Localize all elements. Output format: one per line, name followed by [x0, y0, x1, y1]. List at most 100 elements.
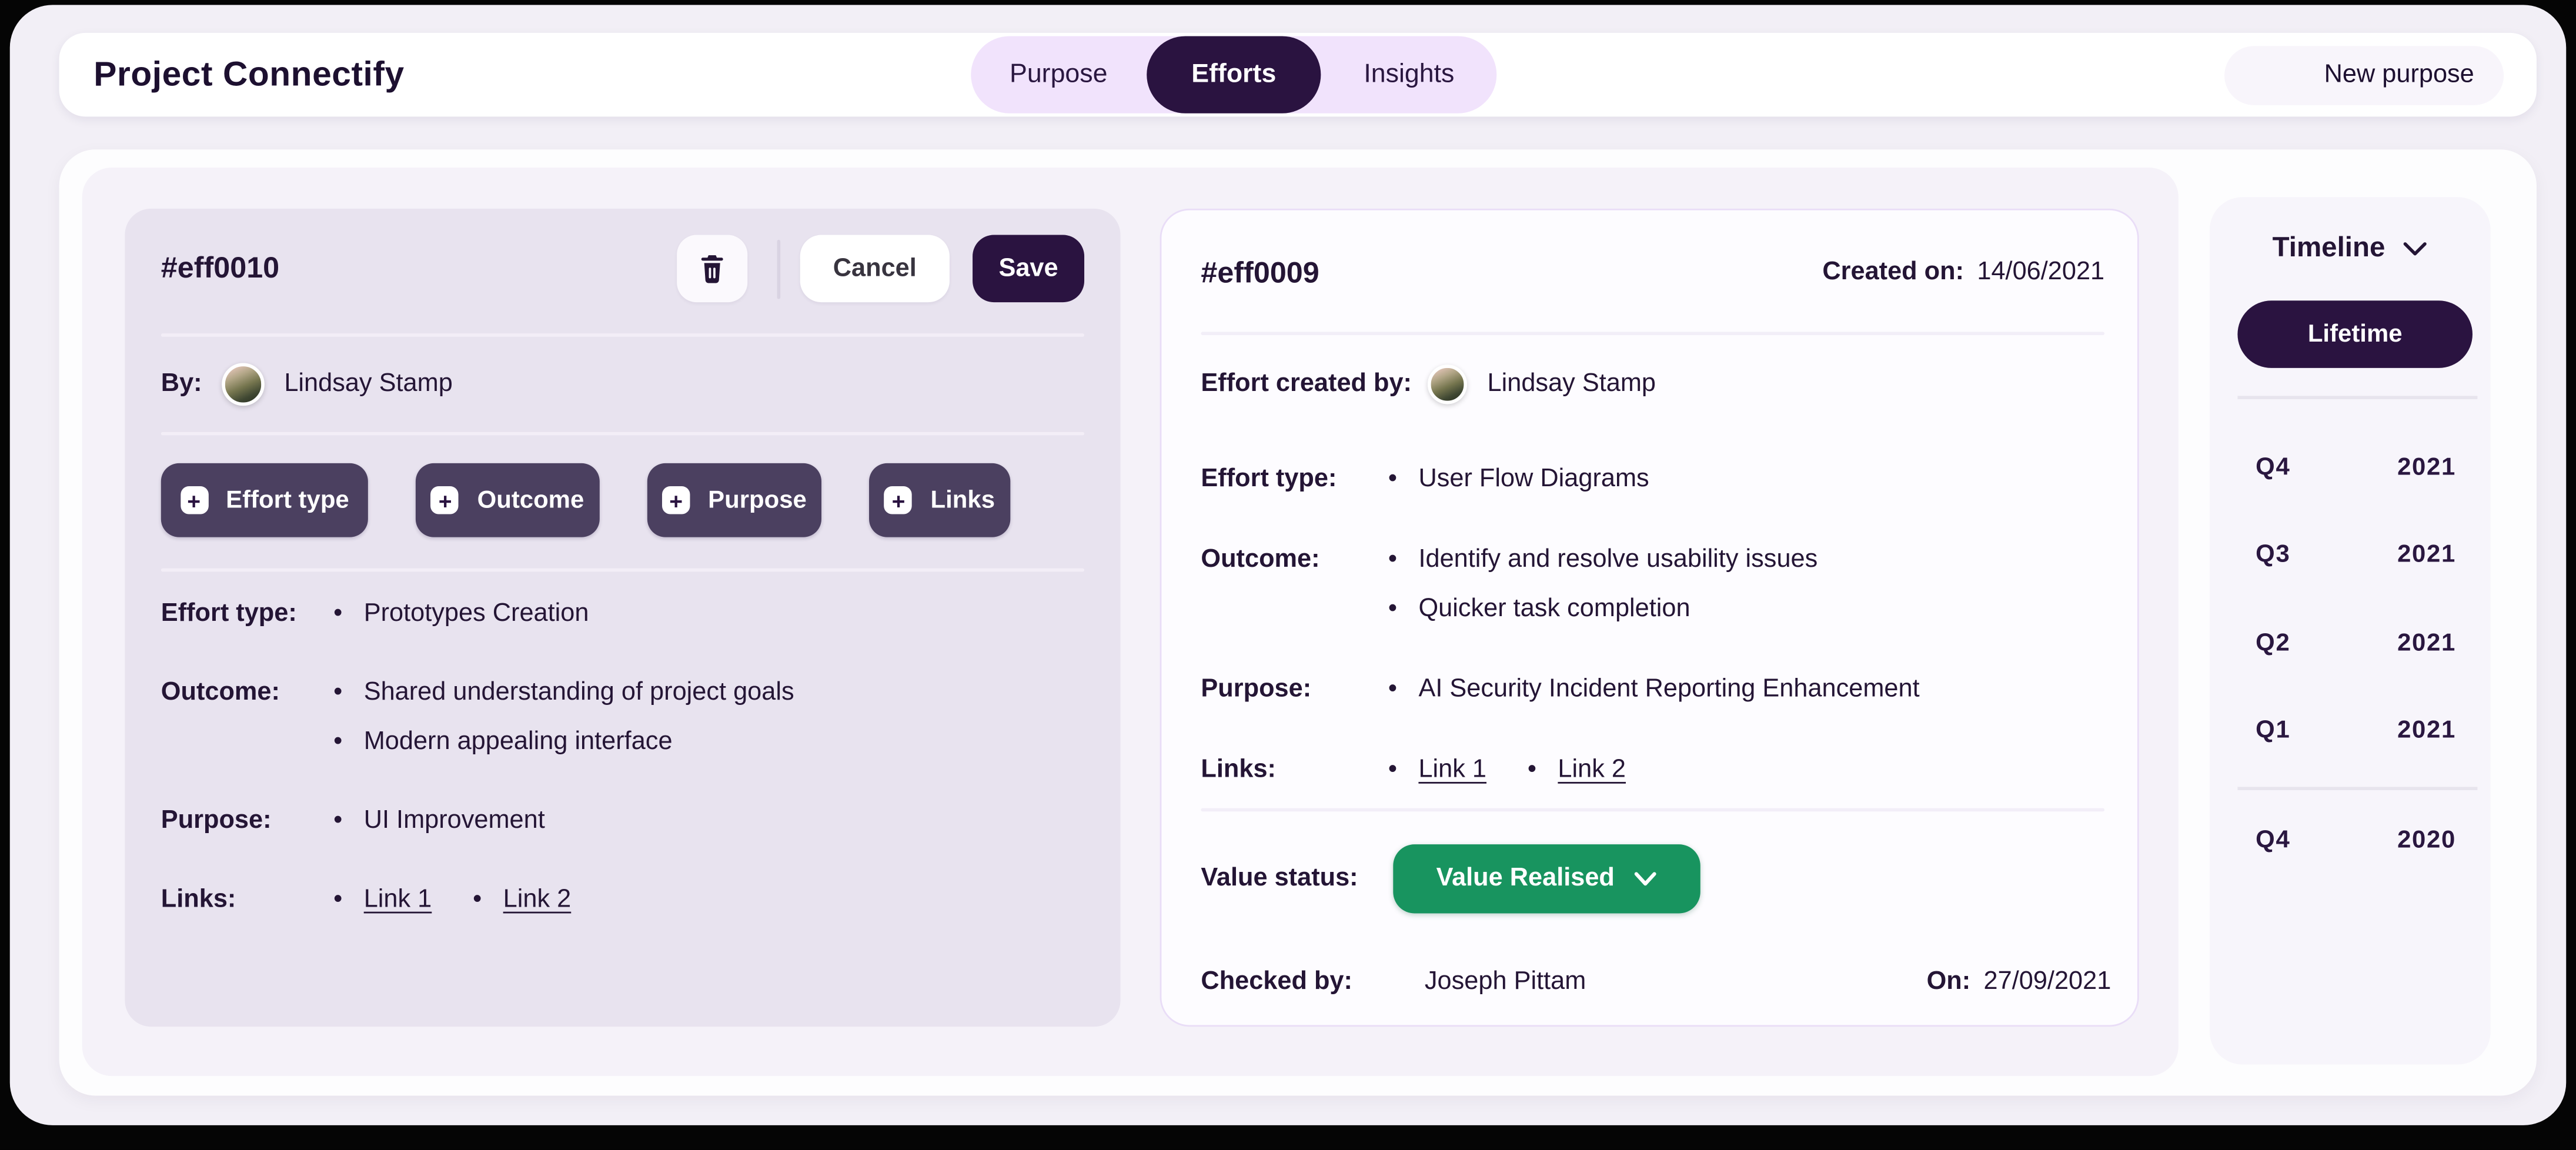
tab-purpose[interactable]: Purpose	[1010, 59, 1108, 88]
app-window: Project Connectify Purpose Efforts Insig…	[9, 5, 2567, 1125]
field-label: Links:	[1201, 755, 1276, 784]
author-name: Lindsay Stamp	[284, 369, 453, 398]
field-value: Identify and resolve usability issues	[1388, 536, 1817, 585]
link-2[interactable]: Link 2	[503, 885, 572, 914]
plus-icon	[661, 486, 690, 514]
tab-group: Purpose Efforts Insights	[971, 36, 1497, 113]
delete-button[interactable]	[677, 235, 748, 303]
add-links-button[interactable]: Links	[869, 463, 1011, 537]
new-purpose-button[interactable]: New purpose	[2224, 46, 2504, 105]
quarter-label: Q1	[2256, 715, 2291, 744]
detail-fields: Effort type: User Flow Diagrams Outcome:…	[1201, 455, 2098, 825]
created-on-label: Created on:	[1822, 258, 1964, 286]
field-effort-type: Effort type: Prototypes Creation	[161, 590, 1084, 639]
field-value: Prototypes Creation	[333, 590, 589, 639]
link-1[interactable]: Link 1	[1418, 755, 1487, 784]
chevron-down-icon	[2401, 239, 2428, 258]
header-divider	[777, 239, 781, 299]
checked-on-value: 27/09/2021	[1983, 967, 2111, 996]
field-value: Modern appealing interface	[333, 718, 794, 767]
value-status-dropdown[interactable]: Value Realised	[1393, 844, 1700, 914]
divider	[1201, 808, 2105, 812]
field-purpose: Purpose: AI Security Incident Reporting …	[1201, 666, 2098, 715]
chip-label: Outcome	[477, 486, 584, 514]
link-1[interactable]: Link 1	[363, 885, 432, 914]
divider	[2237, 396, 2478, 399]
checked-by-label: Checked by:	[1201, 967, 1352, 996]
checked-by-name: Joseph Pittam	[1424, 967, 1586, 996]
field-outcome: Outcome: Identify and resolve usability …	[1201, 536, 2098, 634]
lifetime-button[interactable]: Lifetime	[2237, 300, 2473, 368]
checked-by-row: Checked by: Joseph Pittam On: 27/09/2021	[1201, 950, 2111, 1015]
page-title: Project Connectify	[93, 55, 405, 93]
field-label: Effort type:	[1201, 464, 1337, 493]
checked-on-label: On:	[1926, 967, 1971, 996]
field-links: Links: Link 1 Link 2	[1201, 746, 2098, 795]
value-status-row: Value status: Value Realised	[1201, 844, 1700, 914]
field-links: Links: Link 1 Link 2	[161, 875, 1084, 925]
add-effort-type-button[interactable]: Effort type	[161, 463, 368, 537]
quarter-label: Q4	[2256, 452, 2291, 481]
effort-id: #eff0010	[161, 251, 280, 285]
quarter-label: Q4	[2256, 825, 2291, 854]
efforts-panel: #eff0010 Cancel	[82, 167, 2179, 1077]
cancel-button[interactable]: Cancel	[800, 235, 950, 303]
tab-insights[interactable]: Insights	[1364, 59, 1455, 88]
timeline-row-q1-2021[interactable]: Q1 2021	[2256, 705, 2456, 754]
value-status-value: Value Realised	[1436, 864, 1615, 892]
timeline-row-q3-2021[interactable]: Q3 2021	[2256, 529, 2456, 579]
field-value: Shared understanding of project goals	[333, 668, 794, 718]
chevron-down-icon	[1633, 871, 1658, 887]
plus-icon	[179, 486, 208, 514]
divider	[161, 568, 1085, 572]
divider	[161, 333, 1085, 337]
timeline-row-q4-2020[interactable]: Q4 2020	[2256, 815, 2456, 864]
author-row: By: Lindsay Stamp	[161, 350, 453, 419]
timeline-title: Timeline	[2272, 231, 2385, 263]
author-name: Lindsay Stamp	[1487, 369, 1656, 398]
timeline-row-q2-2021[interactable]: Q2 2021	[2256, 618, 2456, 667]
trash-icon	[697, 252, 728, 285]
field-value: UI Improvement	[333, 797, 545, 846]
timeline-sidebar: Timeline Lifetime Q4 2021 Q3 2021 Q2	[2209, 197, 2491, 1065]
editor-header: #eff0010 Cancel	[161, 235, 1085, 303]
top-bar: Project Connectify Purpose Efforts Insig…	[59, 32, 2537, 117]
field-label: Purpose:	[161, 806, 272, 835]
field-value: User Flow Diagrams	[1388, 455, 1649, 504]
field-outcome: Outcome: Shared understanding of project…	[161, 668, 1084, 767]
quarter-label: Q3	[2256, 539, 2291, 568]
timeline-row-q4-2021[interactable]: Q4 2021	[2256, 442, 2456, 492]
year-label: 2021	[2397, 628, 2457, 657]
field-label: Outcome:	[161, 678, 280, 707]
field-label: Effort type:	[161, 599, 297, 628]
divider	[1201, 332, 2105, 335]
main-container: #eff0010 Cancel	[59, 149, 2537, 1096]
add-outcome-button[interactable]: Outcome	[415, 463, 600, 537]
plus-icon	[431, 486, 459, 514]
created-on-value: 14/06/2021	[1977, 258, 2105, 286]
avatar	[1428, 365, 1468, 404]
tab-efforts[interactable]: Efforts	[1146, 36, 1322, 113]
field-purpose: Purpose: UI Improvement	[161, 797, 1084, 846]
save-button[interactable]: Save	[973, 235, 1085, 303]
add-field-buttons: Effort type Outcome Purpose Links	[161, 463, 1011, 537]
year-label: 2020	[2397, 825, 2457, 854]
year-label: 2021	[2397, 452, 2457, 481]
avatar	[222, 363, 265, 406]
timeline-dropdown[interactable]: Timeline	[2210, 220, 2491, 276]
chip-label: Purpose	[708, 486, 807, 514]
field-value: Quicker task completion	[1388, 585, 1817, 634]
year-label: 2021	[2397, 715, 2457, 744]
quarter-label: Q2	[2256, 628, 2291, 657]
add-purpose-button[interactable]: Purpose	[647, 463, 822, 537]
author-row: Effort created by: Lindsay Stamp	[1201, 352, 1656, 417]
field-effort-type: Effort type: User Flow Diagrams	[1201, 455, 2098, 504]
divider	[161, 432, 1085, 436]
plus-icon	[884, 486, 913, 514]
chip-label: Links	[930, 486, 995, 514]
link-2[interactable]: Link 2	[1558, 755, 1626, 784]
effort-id: #eff0009	[1201, 255, 1319, 289]
created-by-label: Effort created by:	[1201, 369, 1412, 398]
by-label: By:	[161, 369, 202, 398]
